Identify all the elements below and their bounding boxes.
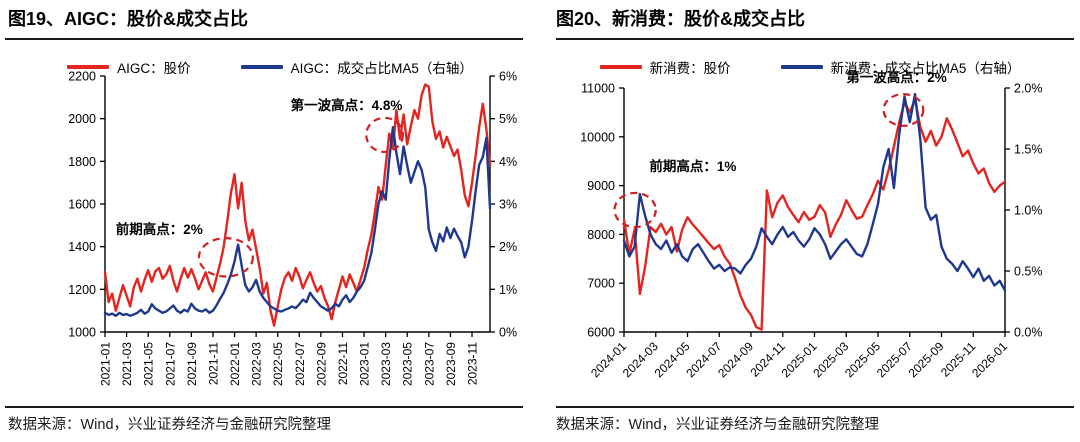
annotation-ellipse [365, 116, 405, 154]
left-axis-label: 8000 [587, 228, 615, 242]
x-axis-label: 2021-09 [185, 342, 199, 386]
right-axis-label: 6% [499, 70, 517, 84]
annotation-text: 前期高点：2% [116, 221, 203, 237]
x-axis-label: 2023-09 [444, 342, 458, 386]
left-axis-label: 1200 [68, 283, 96, 297]
left-axis-label: 2000 [68, 112, 96, 126]
chart-panel-xinxiaofei: 图20、新消费：股价&成交占比 新消费：股价 新消费：成交占比MA5（右轴） 60… [540, 0, 1080, 442]
x-axis-label: 2022-03 [250, 342, 264, 386]
left-axis-label: 1400 [68, 240, 96, 254]
x-axis-label: 2022-11 [336, 342, 350, 385]
right-axis-label: 2.0% [1014, 82, 1043, 96]
source-note-xinxiaofei: 数据来源：Wind，兴业证券经济与金融研究院整理 [556, 417, 880, 433]
x-axis-label: 2023-07 [422, 342, 436, 386]
legend-item: AIGC：股价 [67, 57, 191, 77]
legend-line-swatch [67, 65, 110, 69]
x-axis-label: 2023-11 [466, 342, 480, 385]
legend-label: AIGC：成交占比MA5（右轴） [290, 61, 473, 76]
left-axis-label: 1600 [68, 198, 96, 212]
right-axis-label: 0% [499, 326, 517, 340]
x-axis-label: 2023-01 [358, 342, 372, 386]
x-axis-label: 2022-07 [293, 342, 307, 386]
legend-item: 新消费：股价 [599, 57, 731, 77]
legend-label: AIGC：股价 [117, 61, 191, 76]
left-axis-label: 10000 [580, 130, 615, 144]
legend-line-swatch [780, 65, 823, 69]
legend-item: AIGC：成交占比MA5（右轴） [240, 57, 473, 77]
right-axis-label: 0.0% [1014, 326, 1043, 340]
x-axis-label: 2021-11 [206, 342, 220, 385]
legend-line-swatch [599, 65, 642, 69]
line-chart-aigc: 1000 1200 1400 1600 1800 2000 2200 0% 1% 2% 3% 4% 5%… [68, 70, 517, 387]
ratio-ma5-line [103, 126, 492, 317]
title-underline [556, 38, 1074, 40]
right-axis-label: 5% [499, 112, 517, 126]
ratio-ma5-line [622, 92, 1007, 292]
chart-title-xinxiaofei: 图20、新消费：股价&成交占比 [556, 9, 806, 29]
legend-item: 新消费：成交占比MA5（右轴） [780, 57, 1021, 77]
annotation-ellipse [613, 191, 657, 229]
left-axis-label: 1800 [68, 155, 96, 169]
x-axis-label: 2022-09 [314, 342, 328, 386]
annotation-text: 前期高点：1% [649, 158, 736, 174]
price-line [103, 83, 492, 327]
title-underline [5, 38, 523, 40]
left-axis-label: 9000 [587, 179, 615, 193]
left-axis-label: 2200 [68, 70, 96, 84]
source-note-aigc: 数据来源：Wind，兴业证券经济与金融研究院整理 [8, 417, 332, 433]
annotation-ellipse [197, 237, 254, 278]
right-axis-label: 4% [499, 155, 517, 169]
legend-xinxiaofei: 新消费：股价 新消费：成交占比MA5（右轴） [540, 57, 1080, 77]
price-line [622, 98, 1007, 331]
x-axis-label: 2021-03 [120, 342, 134, 386]
left-axis-label: 6000 [587, 326, 615, 340]
source-divider [556, 406, 1074, 408]
legend-label: 新消费：成交占比MA5（右轴） [830, 61, 1021, 76]
annotation-text: 第一波高点：2% [846, 69, 947, 85]
left-axis-label: 11000 [581, 82, 615, 96]
right-axis-label: 3% [499, 198, 517, 212]
x-axis-label: 2026-01 [969, 339, 1010, 380]
chart-title-aigc: 图19、AIGC：股价&成交占比 [8, 9, 249, 29]
right-axis-label: 1.0% [1014, 204, 1043, 218]
left-axis-label: 7000 [587, 277, 615, 291]
x-axis-label: 2022-01 [228, 342, 242, 386]
legend-line-swatch [240, 65, 283, 69]
x-axis-label: 2021-07 [163, 342, 177, 386]
left-axis-label: 1000 [68, 326, 96, 340]
line-chart-xinxiaofei: 6000 7000 8000 9000 10000 11000 0.0% 0.5% 1.0% 1.… [580, 69, 1043, 380]
x-axis-label: 2023-03 [379, 342, 393, 386]
x-axis-label: 2025-09 [906, 339, 947, 380]
x-axis-label: 2023-05 [401, 342, 415, 386]
x-axis-label: 2021-01 [99, 342, 113, 386]
right-axis-label: 1.5% [1014, 143, 1043, 157]
annotation-ellipse [882, 92, 925, 127]
right-axis-label: 1% [499, 283, 517, 297]
right-axis-label: 0.5% [1014, 265, 1043, 279]
chart-panel-aigc: 图19、AIGC：股价&成交占比 AIGC：股价 AIGC：成交占比MA5（右轴）… [0, 9, 540, 433]
legend-label: 新消费：股价 [649, 61, 731, 76]
source-divider [5, 406, 523, 408]
x-axis-label: 2024-09 [715, 339, 756, 380]
right-axis-label: 2% [499, 240, 517, 254]
legend-aigc: AIGC：股价 AIGC：成交占比MA5（右轴） [0, 57, 540, 77]
annotation-text: 第一波高点：4.8% [291, 97, 403, 113]
x-axis-label: 2021-05 [142, 342, 156, 386]
x-axis-label: 2022-05 [271, 342, 285, 386]
